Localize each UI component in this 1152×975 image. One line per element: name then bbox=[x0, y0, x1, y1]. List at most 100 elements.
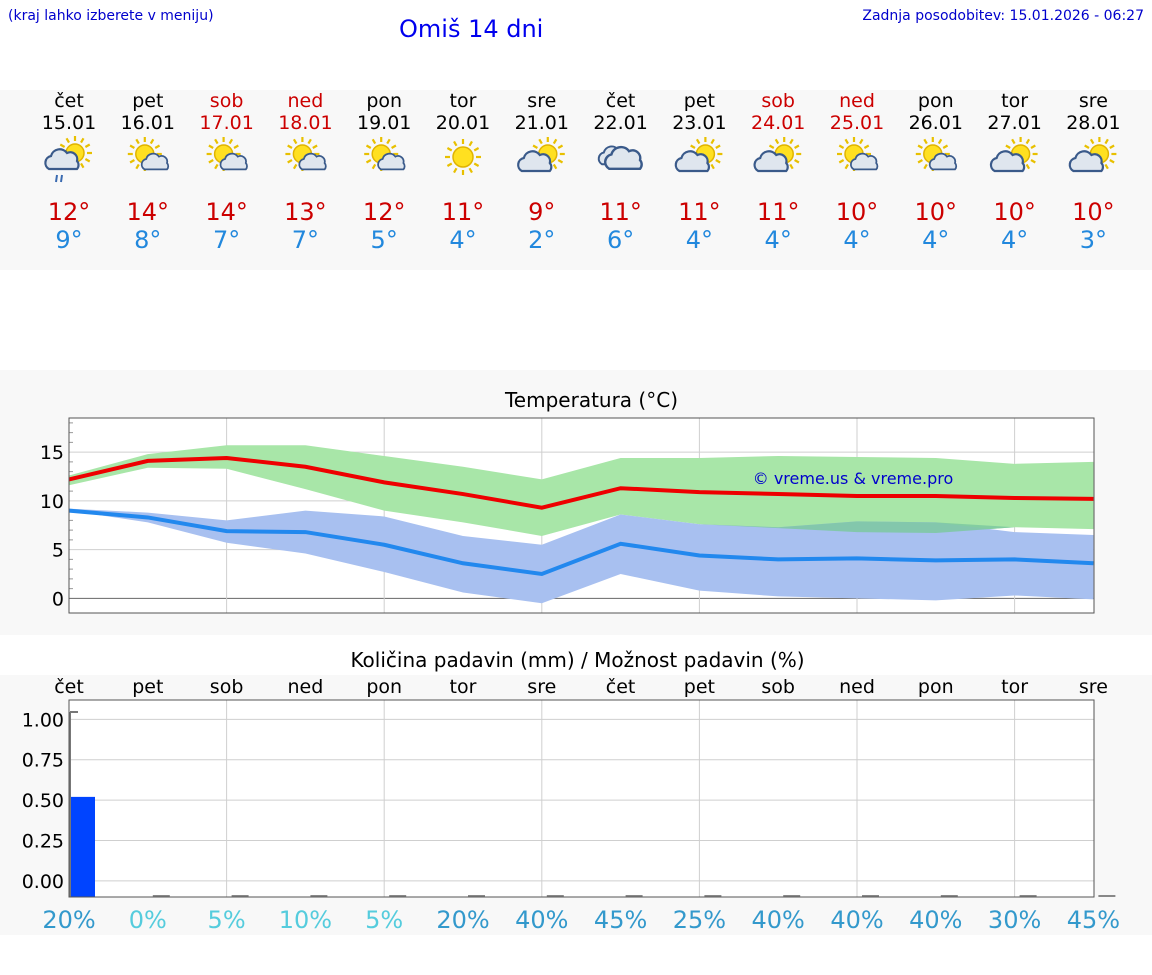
min-temp-range-band bbox=[69, 508, 1094, 604]
max-temp: 11° bbox=[442, 198, 485, 226]
y-tick-label: 0.50 bbox=[22, 790, 64, 812]
region-hint: (kraj lahko izberete v meniju) bbox=[8, 8, 214, 24]
precip-probability: 30% bbox=[988, 906, 1041, 934]
sun-ray bbox=[794, 144, 800, 149]
sun-ray bbox=[1005, 144, 1011, 149]
day-of-week: sre bbox=[1079, 90, 1108, 112]
max-temp: 13° bbox=[284, 198, 327, 226]
sun-ray bbox=[371, 138, 377, 145]
precip-probability: 20% bbox=[42, 906, 95, 934]
sun-ray bbox=[1030, 144, 1036, 149]
cloud-outline bbox=[44, 148, 80, 171]
sun-ray bbox=[453, 167, 458, 174]
precip-probability: 0% bbox=[129, 906, 167, 934]
precip-bar bbox=[70, 796, 95, 897]
sun-ray bbox=[937, 138, 943, 145]
sun-cloud-icon bbox=[285, 137, 327, 171]
sun-ray bbox=[129, 144, 135, 149]
sun-ray bbox=[365, 159, 372, 164]
sun-ray bbox=[149, 138, 155, 145]
sun-ray bbox=[710, 163, 715, 170]
cloud-outline bbox=[674, 150, 710, 173]
sun-cloud-icon bbox=[915, 137, 958, 171]
sun-ray bbox=[365, 144, 372, 149]
sun-ray bbox=[557, 159, 564, 164]
y-tick-label: 10 bbox=[40, 491, 64, 513]
plot-frame bbox=[68, 699, 1095, 898]
precip-probability: 45% bbox=[1067, 906, 1120, 934]
day-of-week: sre bbox=[527, 90, 556, 112]
partly-cloudy-icon bbox=[989, 137, 1038, 173]
chart-title: Količina padavin (mm) / Možnost padavin … bbox=[350, 648, 804, 672]
chart-title: Temperatura (°C) bbox=[504, 388, 678, 412]
date: 23.01 bbox=[672, 112, 726, 134]
cloud-outline bbox=[140, 152, 170, 171]
sun-ray bbox=[1025, 138, 1031, 145]
sun-ray bbox=[473, 147, 480, 152]
min-temp: 4° bbox=[686, 226, 713, 254]
sun-ray bbox=[538, 138, 543, 145]
sun-ray bbox=[154, 144, 161, 149]
min-temp: 4° bbox=[1001, 226, 1028, 254]
sun-ray bbox=[473, 162, 480, 167]
max-temp: 14° bbox=[127, 198, 170, 226]
partly-cloudy-icon bbox=[517, 137, 565, 173]
cloud-shape bbox=[989, 150, 1026, 173]
sun-ray bbox=[391, 144, 397, 149]
cloudy-icon bbox=[597, 145, 643, 171]
cloud-outline bbox=[989, 150, 1026, 173]
x-tick-label: pet bbox=[684, 676, 715, 698]
sun-ray bbox=[135, 163, 140, 170]
max-temp: 12° bbox=[48, 198, 91, 226]
page-title: Omiš 14 dni bbox=[399, 15, 544, 43]
max-temp: 11° bbox=[678, 198, 721, 226]
sun-ray bbox=[690, 144, 696, 149]
sun-ray bbox=[287, 159, 293, 164]
cloud-outline bbox=[1068, 150, 1104, 173]
cloud-outline bbox=[377, 152, 406, 171]
plot-frame bbox=[68, 417, 1095, 614]
sun-ray bbox=[1011, 138, 1016, 145]
sun-ray bbox=[557, 144, 564, 149]
sun-ray bbox=[789, 163, 794, 170]
partly-cloudy-icon bbox=[753, 137, 802, 173]
x-tick-label: tor bbox=[450, 676, 477, 698]
max-temp: 10° bbox=[993, 198, 1036, 226]
sun-ray bbox=[917, 159, 923, 164]
sun-ray bbox=[863, 144, 870, 149]
min-temp: 7° bbox=[213, 226, 240, 254]
raindrop bbox=[55, 174, 58, 183]
cloud-outline bbox=[604, 145, 643, 171]
sun-ray bbox=[386, 138, 391, 145]
sun-ray bbox=[214, 138, 219, 145]
x-tick-label: sob bbox=[210, 676, 244, 698]
watermark: © vreme.us & vreme.pro bbox=[753, 469, 954, 488]
sun-ray bbox=[552, 163, 558, 170]
sun-ray bbox=[794, 159, 800, 164]
sun-ray bbox=[923, 138, 928, 145]
max-temp-line bbox=[68, 455, 1094, 510]
date: 25.01 bbox=[830, 112, 884, 134]
cloud-outline bbox=[517, 150, 553, 173]
precip-probability: 45% bbox=[594, 906, 647, 934]
precip-probability: 40% bbox=[909, 906, 962, 934]
sun-ray bbox=[923, 163, 928, 170]
date: 18.01 bbox=[278, 112, 332, 134]
precip-probability: 40% bbox=[515, 906, 568, 934]
y-tick-label: 1.00 bbox=[22, 709, 64, 731]
y-tick-label: 5 bbox=[52, 540, 64, 562]
sun-ray bbox=[552, 138, 558, 145]
max-temp: 14° bbox=[205, 198, 248, 226]
cloud-outline bbox=[298, 152, 327, 171]
min-temp: 7° bbox=[292, 226, 319, 254]
x-tick-label: sre bbox=[527, 676, 556, 698]
cloud-outline bbox=[928, 152, 958, 171]
sun-ray bbox=[233, 144, 239, 149]
min-temp: 3° bbox=[1080, 226, 1107, 254]
sun-icon bbox=[445, 139, 481, 175]
